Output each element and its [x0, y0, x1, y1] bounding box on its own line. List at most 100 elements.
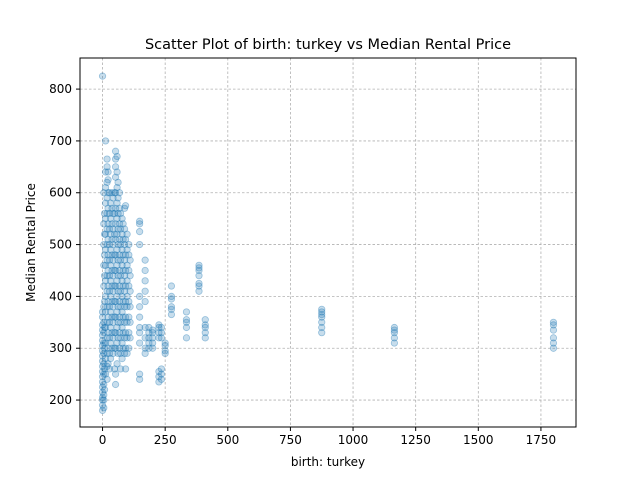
scatter-point: [549, 334, 558, 342]
scatter-point: [136, 220, 144, 228]
scatter-point: [201, 329, 209, 337]
scatter-point: [100, 220, 108, 228]
scatter-point: [111, 147, 120, 155]
scatter-point: [103, 163, 111, 171]
scatter-point: [106, 308, 115, 316]
scatter-point: [116, 318, 125, 326]
scatter-point: [110, 365, 119, 373]
scatter-point: [98, 326, 107, 334]
scatter-point: [105, 272, 114, 280]
scatter-point: [390, 339, 398, 347]
scatter-point: [182, 318, 191, 326]
scatter-point: [101, 370, 110, 378]
scatter-point: [118, 339, 126, 347]
scatter-point: [390, 326, 398, 334]
scatter-point: [125, 266, 133, 275]
scatter-point: [106, 246, 115, 254]
scatter-point: [104, 176, 112, 184]
scatter-point: [114, 349, 122, 358]
scatter-point: [113, 277, 121, 285]
scatter-point: [119, 329, 127, 337]
scatter-point: [98, 331, 107, 339]
scatter-point: [149, 326, 157, 334]
scatter-point: [120, 334, 129, 342]
scatter-point: [114, 318, 122, 326]
scatter-point: [108, 251, 116, 259]
scatter-point: [157, 334, 166, 342]
scatter-point: [103, 362, 111, 370]
y-tick-label: 600: [49, 186, 72, 200]
scatter-point: [103, 155, 111, 163]
scatter-point: [100, 297, 109, 306]
scatter-point: [115, 313, 124, 321]
scatter-point: [108, 220, 116, 228]
scatter-point: [120, 204, 129, 212]
scatter-point: [98, 321, 107, 329]
scatter-point: [195, 279, 203, 288]
scatter-point: [100, 209, 109, 218]
scatter-point: [108, 344, 116, 352]
scatter-point: [120, 287, 129, 295]
scatter-point: [119, 313, 127, 321]
scatter-point: [101, 292, 110, 300]
scatter-point: [103, 272, 111, 280]
scatter-point: [113, 292, 121, 300]
scatter-point: [116, 225, 125, 233]
scatter-point: [104, 329, 112, 337]
scatter-point: [105, 334, 114, 342]
scatter-point: [104, 220, 112, 228]
scatter-point: [119, 297, 127, 306]
scatter-point: [390, 323, 398, 332]
scatter-point: [136, 217, 144, 225]
scatter-point: [136, 240, 144, 249]
scatter-point: [119, 266, 127, 275]
scatter-point: [113, 152, 121, 161]
scatter-point: [109, 240, 117, 249]
scatter-point: [105, 287, 114, 295]
scatter-point: [109, 334, 117, 342]
scatter-point: [157, 323, 166, 332]
scatter-point: [101, 168, 110, 176]
scatter-point: [125, 251, 133, 259]
scatter-point: [100, 329, 108, 337]
scatter-point: [120, 349, 129, 358]
scatter-point: [111, 329, 120, 337]
scatter-point: [114, 303, 122, 311]
scatter-point: [104, 251, 112, 259]
scatter-point: [111, 370, 120, 378]
scatter-point: [136, 329, 144, 337]
scatter-point: [549, 318, 558, 326]
scatter-point: [136, 228, 144, 236]
scatter-point: [157, 329, 166, 337]
scatter-point: [141, 277, 149, 285]
scatter-point: [118, 246, 126, 254]
scatter-point: [121, 344, 130, 352]
scatter-point: [100, 272, 109, 280]
scatter-point: [101, 137, 110, 145]
scatter-point: [167, 310, 176, 319]
scatter-point: [111, 189, 120, 197]
scatter-point: [98, 72, 107, 80]
scatter-point: [103, 240, 111, 249]
scatter-point: [549, 339, 558, 347]
scatter-point: [141, 287, 149, 295]
scatter-point: [126, 272, 134, 280]
scatter-point: [98, 308, 107, 316]
scatter-point: [195, 272, 203, 280]
scatter-point: [106, 354, 115, 363]
scatter-point: [157, 370, 166, 378]
scatter-point: [106, 230, 115, 238]
scatter-point: [116, 349, 125, 358]
scatter-point: [101, 215, 110, 223]
scatter-point: [118, 261, 126, 269]
scatter-point: [167, 295, 176, 303]
scatter-point: [119, 282, 127, 290]
scatter-point: [123, 292, 131, 300]
scatter-point: [98, 373, 107, 381]
scatter-point: [123, 334, 131, 342]
scatter-point: [195, 261, 203, 269]
scatter-point: [115, 282, 124, 290]
scatter-point: [105, 189, 114, 197]
